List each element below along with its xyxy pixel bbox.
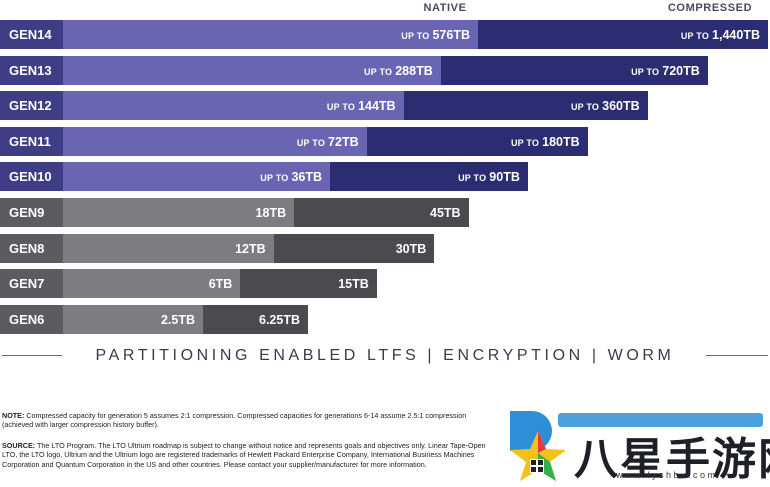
source-text: SOURCE: The LTO Program. The LTO Ultrium… [2, 441, 492, 469]
up-to-prefix: UP TO [458, 173, 487, 184]
up-to-prefix: UP TO [326, 102, 356, 113]
features-text: PARTITIONING ENABLED LTFS | ENCRYPTION |… [95, 347, 675, 364]
up-to-prefix: UP TO [260, 173, 289, 184]
features-right-rule [706, 355, 768, 356]
compressed-capacity-bar: 15TB [240, 269, 377, 299]
native-capacity-bar-value: 6TB [208, 277, 233, 292]
up-to-prefix: UP TO [570, 102, 600, 113]
chart-row-gen7: GEN7 6TB 15TB [0, 269, 377, 299]
native-column-header: NATIVE [423, 2, 467, 14]
generation-label: GEN12 [0, 91, 63, 121]
native-capacity-bar-value: 72TB [328, 134, 359, 149]
generation-label: GEN9 [0, 198, 63, 227]
features-banner: PARTITIONING ENABLED LTFS | ENCRYPTION |… [0, 344, 770, 368]
compressed-capacity-bar-value: 45TB [430, 206, 461, 220]
up-to-prefix: UP TO [364, 66, 393, 77]
native-capacity-bar: UP TO 72TB [63, 126, 367, 156]
native-capacity-bar: 2.5TB [63, 304, 203, 334]
compressed-capacity-bar: 6.25TB [203, 304, 308, 334]
watermark-star-icon [510, 411, 566, 481]
watermark-title: 八星手游网 [574, 434, 770, 485]
compressed-capacity-bar: UP TO 90TB [330, 162, 528, 192]
generation-label: GEN7 [0, 269, 63, 299]
up-to-prefix: UP TO [401, 31, 430, 41]
native-capacity-bar-value: 2.5TB [160, 312, 195, 327]
native-capacity-bar-value: 12TB [235, 241, 266, 256]
compressed-capacity-bar-value: 180TB [542, 134, 580, 149]
watermark-url: www.lyshbx.com [616, 470, 718, 480]
native-capacity-bar: 6TB [63, 269, 241, 299]
native-capacity-bar: UP TO 288TB [63, 55, 441, 85]
compressed-capacity-bar-value: 30TB [395, 241, 427, 256]
native-capacity-bar-value: 288TB [395, 63, 433, 78]
native-capacity-bar: UP TO 576TB [63, 20, 478, 49]
chart-row-gen8: GEN8 12TB 30TB [0, 233, 435, 263]
native-capacity-bar: 18TB [63, 198, 295, 227]
features-left-rule [2, 355, 62, 356]
chart-row-gen9: GEN9 18TB 45TB [0, 198, 469, 227]
native-capacity-bar-value: 36TB [291, 170, 323, 185]
compressed-capacity-bar: 45TB [294, 198, 469, 227]
compressed-capacity-bar-value: 720TB [662, 63, 700, 78]
chart-row-gen10: GEN10 UP TO 36TB UP TO 90TB [0, 162, 528, 192]
native-capacity-bar-value: 576TB [432, 28, 470, 42]
compressed-capacity-bar: UP TO 360TB [403, 91, 648, 121]
compressed-capacity-bar: UP TO 1,440TB [478, 20, 768, 49]
lto-roadmap-chart: GEN14 UP TO 576TB UP TO 1,440TB GEN13 UP TO 288… [0, 20, 768, 334]
generation-label: GEN13 [0, 55, 63, 85]
native-capacity-bar: UP TO 144TB [63, 91, 404, 121]
compressed-capacity-bar-value: 6.25TB [259, 312, 300, 327]
note-text: NOTE: Compressed capacity for generation… [2, 411, 492, 430]
native-capacity-bar: UP TO 36TB [63, 162, 331, 192]
compressed-capacity-bar: UP TO 180TB [366, 126, 588, 156]
generation-label: GEN6 [0, 304, 63, 334]
compressed-capacity-bar: UP TO 720TB [440, 55, 708, 85]
compressed-capacity-bar-value: 90TB [489, 170, 520, 185]
compressed-capacity-bar-value: 15TB [338, 277, 369, 292]
native-capacity-bar: 12TB [63, 233, 274, 263]
compressed-capacity-bar-value: 360TB [602, 99, 640, 114]
up-to-prefix: UP TO [510, 137, 540, 148]
note-label: NOTE: [2, 411, 25, 420]
watermark-logo: 八星手游网 www.lyshbx.com [496, 393, 770, 487]
up-to-prefix: UP TO [680, 31, 710, 41]
generation-label: GEN11 [0, 126, 63, 156]
generation-label: GEN8 [0, 233, 63, 263]
watermark-blue-band [558, 413, 763, 427]
chart-row-gen11: GEN11 UP TO 72TB UP TO 180TB [0, 126, 588, 156]
up-to-prefix: UP TO [631, 66, 660, 77]
chart-row-gen6: GEN6 2.5TB 6.25TB [0, 304, 308, 334]
note-body: Compressed capacity for generation 5 ass… [2, 411, 467, 430]
generation-label: GEN14 [0, 20, 63, 49]
source-body: The LTO Program. The LTO Ultrium roadmap… [2, 441, 486, 469]
compressed-column-header: COMPRESSED [667, 2, 753, 14]
chart-row-gen13: GEN13 UP TO 288TB UP TO 720TB [0, 55, 708, 85]
source-label: SOURCE: [2, 441, 36, 450]
compressed-capacity-bar-value: 1,440TB [712, 28, 760, 42]
native-capacity-bar-value: 144TB [358, 99, 396, 114]
compressed-capacity-bar: 30TB [273, 233, 435, 263]
chart-row-gen14: GEN14 UP TO 576TB UP TO 1,440TB [0, 20, 768, 49]
up-to-prefix: UP TO [296, 137, 326, 148]
chart-row-gen12: GEN12 UP TO 144TB UP TO 360TB [0, 91, 648, 121]
native-capacity-bar-value: 18TB [255, 206, 287, 220]
generation-label: GEN10 [0, 162, 63, 192]
